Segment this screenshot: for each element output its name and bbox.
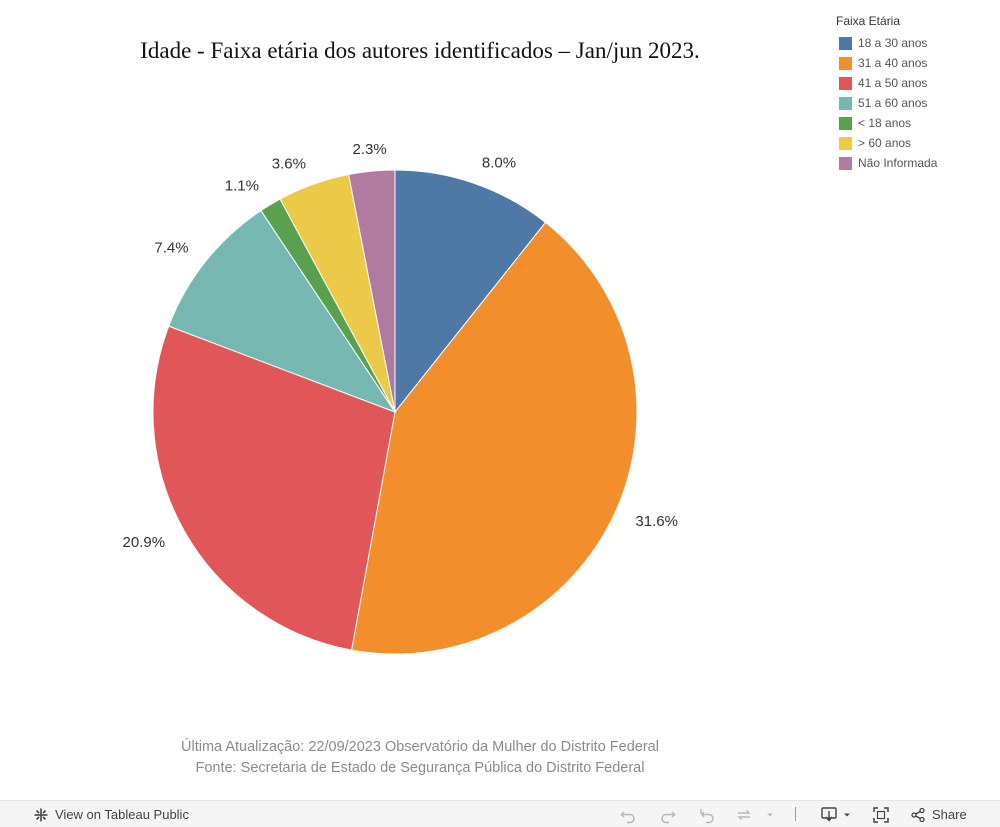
- share-icon: [910, 807, 926, 823]
- redo-icon: [659, 806, 677, 824]
- legend-label: 18 a 30 anos: [858, 36, 928, 50]
- download-button[interactable]: [820, 801, 852, 827]
- pie-slice[interactable]: [152, 325, 396, 651]
- legend-swatch: [839, 36, 852, 50]
- redo-button[interactable]: [659, 801, 677, 827]
- footer-notes: Última Atualização: 22/09/2023 Observató…: [0, 737, 840, 779]
- legend-label: 51 a 60 anos: [858, 96, 928, 110]
- chevron-down-icon: [842, 810, 852, 820]
- pie-labels: 8.0% 31.6% 20.9% 7.4% 1.1% 3.6% 2.3%: [123, 141, 678, 551]
- slice-label: 3.6%: [272, 156, 306, 173]
- view-on-tableau-public-label: View on Tableau Public: [55, 807, 189, 822]
- legend-item[interactable]: 31 a 40 anos: [836, 53, 996, 73]
- slice-label: 20.9%: [123, 534, 166, 551]
- share-button[interactable]: Share: [910, 801, 967, 827]
- undo-icon: [619, 806, 637, 824]
- legend-item[interactable]: Não Informada: [836, 153, 996, 173]
- tableau-toolbar: View on Tableau Public: [0, 800, 1000, 827]
- revert-button[interactable]: [698, 801, 716, 827]
- source-note: Fonte: Secretaria de Estado de Segurança…: [195, 760, 645, 776]
- legend-swatch: [839, 76, 852, 90]
- legend-item[interactable]: > 60 anos: [836, 133, 996, 153]
- legend-swatch: [839, 116, 852, 130]
- refresh-button[interactable]: [735, 801, 753, 827]
- pause-dropdown-button[interactable]: [765, 801, 775, 827]
- revert-icon: [698, 806, 716, 824]
- pie-slice[interactable]: [168, 209, 397, 414]
- legend: Faixa Etária 18 a 30 anos 31 a 40 anos 41 …: [836, 13, 996, 173]
- chart-title: Idade - Faixa etária dos autores identif…: [140, 38, 700, 63]
- legend-label: < 18 anos: [858, 116, 912, 130]
- download-icon: [820, 806, 840, 824]
- slice-label: 7.4%: [154, 239, 188, 256]
- pie-slice[interactable]: [348, 169, 396, 413]
- legend-label: 41 a 50 anos: [858, 76, 928, 90]
- slice-label: 31.6%: [635, 513, 678, 530]
- share-label: Share: [932, 807, 967, 822]
- legend-swatch: [839, 96, 852, 110]
- legend-swatch: [839, 156, 852, 170]
- legend-title: Faixa Etária: [836, 14, 901, 28]
- legend-swatch: [839, 56, 852, 70]
- pie-slices: [152, 169, 638, 655]
- fullscreen-button[interactable]: [872, 801, 890, 827]
- legend-items: 18 a 30 anos 31 a 40 anos 41 a 50 anos 51 a…: [836, 33, 996, 173]
- legend-swatch: [839, 136, 852, 150]
- pie-chart: 8.0% 31.6% 20.9% 7.4% 1.1% 3.6% 2.3%: [123, 141, 678, 655]
- slice-label: 1.1%: [225, 178, 259, 195]
- legend-item[interactable]: 18 a 30 anos: [836, 33, 996, 53]
- refresh-icon: [735, 806, 753, 824]
- tableau-logo-icon: [33, 807, 49, 823]
- pie-slice[interactable]: [351, 221, 638, 655]
- legend-item[interactable]: 51 a 60 anos: [836, 93, 996, 113]
- view-on-tableau-public-button[interactable]: View on Tableau Public: [33, 801, 189, 827]
- pie-slice[interactable]: [394, 169, 547, 414]
- legend-label: Não Informada: [858, 156, 938, 170]
- last-update-note: Última Atualização: 22/09/2023 Observató…: [181, 739, 659, 755]
- legend-label: > 60 anos: [858, 136, 912, 150]
- legend-item[interactable]: 41 a 50 anos: [836, 73, 996, 93]
- chevron-down-icon: [765, 810, 775, 820]
- fullscreen-icon: [872, 806, 890, 824]
- slice-label: 8.0%: [482, 155, 516, 172]
- toolbar-separator: [795, 807, 796, 821]
- legend-label: 31 a 40 anos: [858, 56, 928, 70]
- slice-label: 2.3%: [352, 141, 386, 158]
- legend-item[interactable]: < 18 anos: [836, 113, 996, 133]
- undo-button[interactable]: [619, 801, 637, 827]
